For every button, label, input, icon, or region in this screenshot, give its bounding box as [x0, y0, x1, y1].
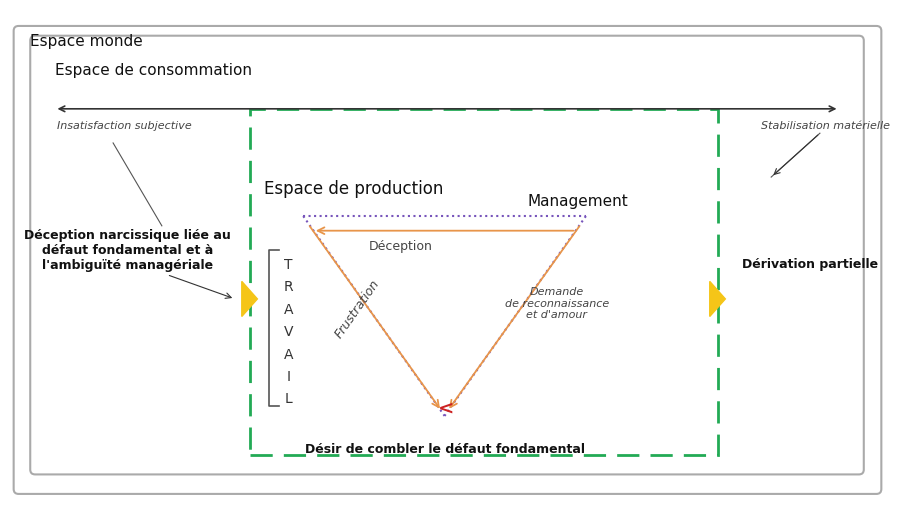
- Text: <: <: [439, 399, 454, 417]
- Text: Stabilisation matérielle: Stabilisation matérielle: [761, 122, 890, 131]
- Text: Demande
de reconnaissance
et d'amour: Demande de reconnaissance et d'amour: [505, 287, 609, 320]
- Text: T: T: [284, 258, 293, 272]
- Text: R: R: [284, 280, 293, 294]
- Text: L: L: [285, 392, 292, 406]
- Polygon shape: [710, 281, 725, 317]
- Text: I: I: [287, 370, 290, 384]
- Text: Déception narcissique liée au
défaut fondamental et à
l'ambiguïté managériale: Déception narcissique liée au défaut fon…: [25, 229, 231, 272]
- Text: A: A: [284, 303, 293, 317]
- Text: Insatisfaction subjective: Insatisfaction subjective: [57, 122, 191, 131]
- Text: Désir de combler le défaut fondamental: Désir de combler le défaut fondamental: [305, 443, 584, 456]
- Text: Dérivation partielle: Dérivation partielle: [742, 259, 878, 271]
- FancyBboxPatch shape: [14, 26, 881, 494]
- Polygon shape: [242, 281, 257, 317]
- Text: Espace de consommation: Espace de consommation: [55, 63, 252, 78]
- Text: Espace monde: Espace monde: [30, 34, 143, 49]
- Text: Espace de production: Espace de production: [264, 180, 443, 198]
- Text: Management: Management: [528, 194, 628, 209]
- Text: Frustration: Frustration: [333, 277, 383, 340]
- Text: A: A: [284, 348, 293, 362]
- FancyBboxPatch shape: [30, 36, 864, 474]
- Text: Déception: Déception: [369, 241, 432, 253]
- Text: V: V: [284, 325, 293, 339]
